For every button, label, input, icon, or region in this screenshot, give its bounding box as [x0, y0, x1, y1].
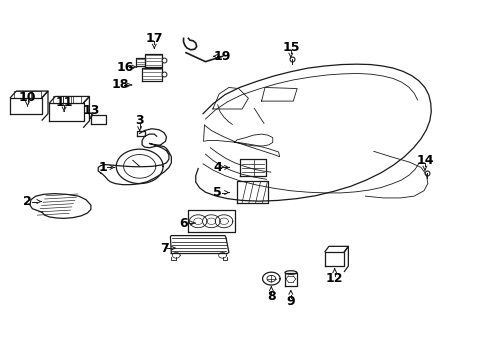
- Text: 7: 7: [160, 242, 168, 255]
- Text: 2: 2: [23, 195, 32, 208]
- Text: 3: 3: [135, 114, 143, 127]
- Text: 11: 11: [55, 96, 73, 109]
- Text: 10: 10: [19, 91, 36, 104]
- Text: 18: 18: [111, 78, 128, 91]
- Text: 15: 15: [282, 41, 299, 54]
- Text: 19: 19: [213, 50, 231, 63]
- Text: 17: 17: [145, 32, 163, 45]
- Text: 4: 4: [213, 161, 222, 174]
- Text: 1: 1: [99, 161, 107, 174]
- Text: 8: 8: [266, 290, 275, 303]
- Text: 13: 13: [82, 104, 100, 117]
- Text: 9: 9: [286, 296, 295, 309]
- Text: 14: 14: [415, 154, 433, 167]
- Text: 16: 16: [116, 60, 133, 73]
- Text: 12: 12: [325, 272, 343, 285]
- Text: 5: 5: [213, 186, 222, 199]
- Text: 6: 6: [179, 216, 187, 230]
